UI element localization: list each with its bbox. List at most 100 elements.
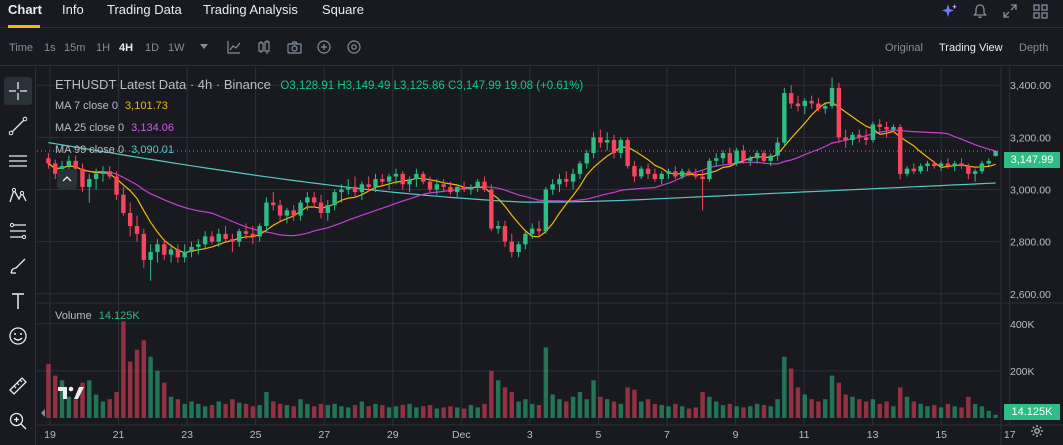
volume-bar (911, 401, 917, 418)
candle-body (720, 153, 726, 159)
ruler-icon[interactable] (4, 372, 32, 400)
expand-icon[interactable] (1001, 2, 1019, 20)
interval-15m[interactable]: 15m (64, 42, 86, 54)
candle-body (127, 212, 133, 227)
scroll-left-icon[interactable] (37, 405, 49, 421)
volume-bar (530, 403, 535, 418)
time-axis-label: 27 (318, 429, 330, 441)
candle-body (625, 139, 630, 167)
volume-bar (73, 399, 78, 418)
time-axis-label: 13 (867, 429, 879, 441)
chart-legend: ETHUSDT Latest Data · 4h · Binance O3,12… (55, 77, 583, 92)
interval-1w[interactable]: 1W (168, 42, 185, 54)
candle-body (46, 158, 51, 164)
sparkle-icon[interactable] (941, 2, 959, 20)
volume-bar (155, 370, 160, 418)
horizontal-lines-icon[interactable] (4, 147, 32, 175)
price-chart[interactable]: 3,400.00 3,200.00 3,000.00 2,800.00 2,600.00… (37, 67, 1063, 445)
volume-bar (502, 387, 508, 418)
volume-bar (707, 396, 712, 418)
price-axis-label: 3,400.00 (1010, 80, 1051, 92)
volume-axis-label: 400K (1010, 319, 1035, 331)
candle-body (305, 197, 310, 203)
interval-1s[interactable]: 1s (44, 42, 56, 54)
candle-body (434, 184, 440, 190)
camera-icon[interactable] (286, 39, 302, 55)
settings-circle-icon[interactable] (346, 39, 362, 55)
tab-trading-data[interactable]: Trading Data (107, 2, 182, 17)
view-trading-view[interactable]: Trading View (939, 42, 1003, 54)
candle-body (236, 231, 242, 242)
view-depth[interactable]: Depth (1019, 42, 1049, 54)
candle-body (775, 142, 780, 156)
add-circle-icon[interactable] (316, 39, 332, 55)
candle-body (679, 171, 685, 177)
candle-body (114, 176, 119, 195)
candle-body (570, 173, 576, 182)
volume-bar (277, 403, 283, 418)
volume-bar (632, 389, 637, 418)
candle-body (339, 189, 344, 193)
candle-body (741, 150, 746, 161)
interval-time[interactable]: Time (9, 42, 34, 54)
chart-settings-gear-icon[interactable] (1028, 422, 1046, 440)
time-axis-label: 9 (733, 429, 739, 441)
interval-1d[interactable]: 1D (145, 42, 160, 54)
candle-body (632, 166, 637, 177)
volume-bar (434, 408, 440, 418)
volume-bar (761, 405, 767, 418)
volume-bar (393, 406, 399, 418)
change-value: 19.08 (+0.61%) (504, 80, 584, 92)
candle-body (373, 179, 378, 187)
pattern-icon[interactable] (4, 182, 32, 210)
candle-body (366, 184, 371, 187)
brush-icon[interactable] (4, 252, 32, 280)
chart-area[interactable]: 3,400.00 3,200.00 3,000.00 2,800.00 2,600.00… (37, 67, 1063, 445)
volume-bar (148, 356, 153, 418)
indicators-icon[interactable] (256, 39, 272, 55)
volume-bar (557, 399, 562, 418)
candle-body (530, 228, 535, 234)
volume-bar (938, 407, 944, 418)
high-value: 3,149.49 (345, 80, 391, 92)
volume-bar (639, 401, 644, 418)
candle-body (509, 241, 514, 253)
volume-bar (359, 401, 365, 418)
volume-bar (196, 403, 201, 418)
ma7-legend: MA 7 close 0 3,101.73 (55, 100, 168, 112)
candle-body (639, 168, 644, 177)
candle-body (455, 186, 460, 193)
trend-line-icon[interactable] (4, 112, 32, 140)
candle-body (938, 163, 944, 167)
zoom-in-icon[interactable] (4, 407, 32, 435)
bell-icon[interactable] (971, 2, 989, 20)
candle-body (332, 192, 337, 206)
candle-body (904, 168, 910, 174)
grid-layout-icon[interactable] (1031, 2, 1049, 20)
interval-4h[interactable]: 4H (119, 42, 134, 54)
candle-body (53, 163, 58, 174)
tab-chart[interactable]: Chart (8, 2, 42, 17)
volume-bar (727, 403, 733, 418)
tab-square[interactable]: Square (322, 2, 364, 17)
collapse-legend-button[interactable] (57, 169, 77, 189)
fib-retracement-icon[interactable] (4, 217, 32, 245)
text-tool-icon[interactable] (4, 287, 32, 315)
crosshair-icon[interactable] (4, 77, 32, 105)
interval-dropdown-icon[interactable] (196, 39, 212, 55)
interval-1h[interactable]: 1H (96, 42, 111, 54)
tab-info[interactable]: Info (62, 2, 84, 17)
volume-bar (352, 405, 358, 418)
candle-body (134, 226, 140, 234)
emoji-icon[interactable] (4, 322, 32, 350)
volume-bar (346, 407, 351, 418)
volume-bar (332, 403, 337, 418)
active-tab-indicator (8, 25, 40, 28)
volume-bar (584, 399, 589, 418)
chart-type-icon[interactable] (226, 39, 242, 55)
tab-trading-analysis[interactable]: Trading Analysis (203, 2, 298, 17)
view-original[interactable]: Original (885, 42, 923, 54)
candle-body (877, 124, 882, 127)
candle-body (966, 166, 971, 174)
volume-bar (679, 406, 685, 418)
